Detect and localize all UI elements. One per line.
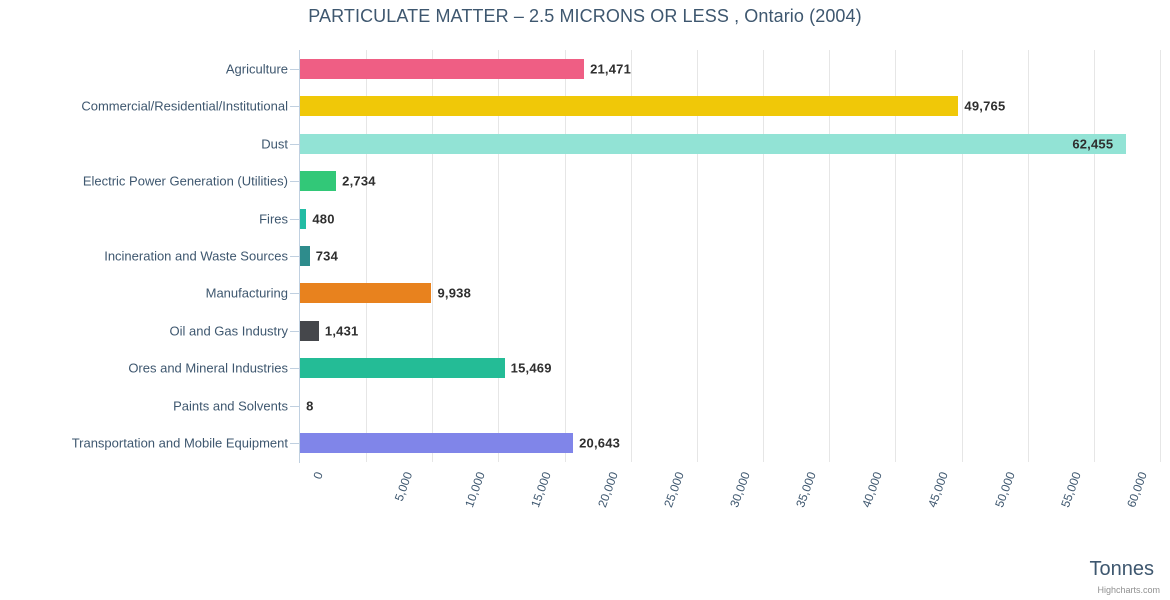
data-label-8: 15,469 — [510, 360, 552, 376]
y-axis-label-1: Commercial/Residential/Institutional — [81, 98, 288, 114]
gridline — [366, 50, 368, 462]
y-axis-label-2: Dust — [261, 136, 288, 152]
data-label-1: 49,765 — [964, 98, 1006, 114]
x-axis-tick-label-12: 60,000 — [1123, 470, 1150, 510]
x-axis-tick-label-8: 40,000 — [859, 470, 886, 510]
y-axis-tick-2 — [290, 143, 299, 145]
y-axis-tick-1 — [290, 106, 299, 108]
y-axis-tick-8 — [290, 368, 299, 370]
bar-1[interactable] — [300, 96, 959, 117]
bar-5[interactable] — [300, 246, 310, 266]
x-axis-tick-label-10: 50,000 — [991, 470, 1018, 510]
gridline — [829, 50, 831, 462]
data-label-10: 20,643 — [579, 435, 621, 451]
x-axis-tick-label-9: 45,000 — [925, 470, 952, 510]
gridline — [498, 50, 500, 462]
bar-8[interactable] — [300, 358, 505, 379]
highcharts-credit: Highcharts.com — [1097, 585, 1160, 595]
gridline — [1093, 50, 1095, 462]
data-label-4: 480 — [312, 211, 335, 227]
y-axis-tick-3 — [290, 181, 299, 183]
x-axis-tick-label-1: 5,000 — [391, 470, 416, 504]
bar-7[interactable] — [300, 320, 319, 341]
gridline — [630, 50, 632, 462]
y-axis-label-3: Electric Power Generation (Utilities) — [82, 173, 288, 189]
y-axis-tick-5 — [290, 256, 299, 257]
gridline — [564, 50, 566, 462]
x-axis-tick-label-2: 10,000 — [462, 470, 489, 510]
y-axis-label-8: Ores and Mineral Industries — [128, 360, 288, 376]
x-axis-tick-label-4: 20,000 — [594, 470, 621, 510]
y-axis-tick-7 — [290, 330, 299, 332]
gridline — [961, 50, 963, 462]
bar-2[interactable] — [300, 133, 1127, 154]
y-axis-label-9: Paints and Solvents — [173, 398, 288, 414]
bar-0[interactable] — [300, 58, 585, 79]
y-axis-label-4: Fires — [259, 211, 288, 227]
plot-area — [300, 50, 1161, 462]
y-axis-label-10: Transportation and Mobile Equipment — [71, 435, 288, 451]
data-label-6: 9,938 — [437, 285, 472, 301]
x-axis-tick-label-5: 25,000 — [660, 470, 687, 510]
y-axis-label-0: Agriculture — [225, 61, 288, 77]
data-label-5: 734 — [315, 248, 338, 264]
bar-3[interactable] — [300, 171, 337, 192]
data-label-9: 8 — [306, 398, 314, 414]
y-axis-tick-10 — [290, 443, 299, 445]
y-axis-label-6: Manufacturing — [205, 285, 288, 301]
x-axis-tick-label-0: 0 — [310, 470, 326, 482]
data-label-3: 2,734 — [342, 173, 376, 189]
x-axis-tick-label-6: 30,000 — [727, 470, 753, 510]
bar-4[interactable] — [300, 208, 307, 229]
data-label-7: 1,431 — [324, 323, 359, 339]
bar-10[interactable] — [300, 433, 574, 454]
chart-title: PARTICULATE MATTER – 2.5 MICRONS OR LESS… — [308, 6, 862, 26]
gridline — [763, 50, 765, 462]
y-axis-tick-4 — [290, 218, 299, 220]
data-label-2: 62,455 — [1072, 136, 1114, 152]
y-axis-label-5: Incineration and Waste Sources — [104, 248, 288, 264]
gridline — [432, 50, 434, 462]
gridline — [696, 50, 698, 462]
x-axis-tick-label-3: 15,000 — [528, 470, 555, 510]
y-axis-tick-6 — [290, 293, 299, 295]
x-axis-title: Tonnes — [1089, 558, 1155, 580]
y-axis-tick-9 — [290, 405, 299, 407]
bar-6[interactable] — [300, 283, 432, 304]
y-axis-label-7: Oil and Gas Industry — [169, 323, 289, 339]
gridline — [1160, 50, 1161, 462]
gridline — [1027, 50, 1029, 462]
x-axis-tick-label-11: 55,000 — [1057, 470, 1084, 510]
x-axis-tick-label-7: 35,000 — [793, 470, 819, 510]
y-axis-line — [299, 50, 300, 463]
data-label-0: 21,471 — [590, 61, 632, 77]
gridline — [895, 50, 897, 462]
y-axis-tick-0 — [290, 68, 299, 70]
